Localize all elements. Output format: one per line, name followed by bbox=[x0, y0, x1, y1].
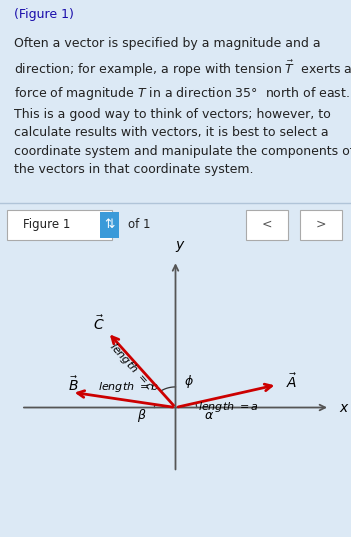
FancyBboxPatch shape bbox=[7, 209, 112, 240]
Text: $\vec{A}$: $\vec{A}$ bbox=[286, 373, 297, 391]
Text: of 1: of 1 bbox=[128, 217, 151, 230]
Text: $y$: $y$ bbox=[176, 240, 186, 255]
FancyBboxPatch shape bbox=[100, 212, 119, 238]
Text: >: > bbox=[316, 217, 326, 230]
Text: $\vec{B}$: $\vec{B}$ bbox=[68, 375, 79, 394]
Text: $\alpha$: $\alpha$ bbox=[204, 409, 214, 422]
Text: $\vec{C}$: $\vec{C}$ bbox=[93, 315, 105, 333]
Text: <: < bbox=[261, 217, 272, 230]
FancyBboxPatch shape bbox=[300, 209, 342, 240]
Text: Often a vector is specified by a magnitude and a
direction; for example, a rope : Often a vector is specified by a magnitu… bbox=[14, 37, 351, 177]
Text: $x$: $x$ bbox=[339, 401, 349, 415]
Text: $\phi$: $\phi$ bbox=[184, 373, 194, 390]
Text: length $= b$: length $= b$ bbox=[98, 380, 159, 394]
Text: $\beta$: $\beta$ bbox=[137, 407, 147, 424]
Text: length $= a$: length $= a$ bbox=[198, 401, 259, 415]
Text: (Figure 1): (Figure 1) bbox=[14, 8, 74, 21]
Text: Figure 1: Figure 1 bbox=[23, 217, 70, 230]
Text: length $= c$: length $= c$ bbox=[106, 340, 157, 394]
Text: ⇅: ⇅ bbox=[105, 217, 115, 230]
FancyBboxPatch shape bbox=[246, 209, 288, 240]
